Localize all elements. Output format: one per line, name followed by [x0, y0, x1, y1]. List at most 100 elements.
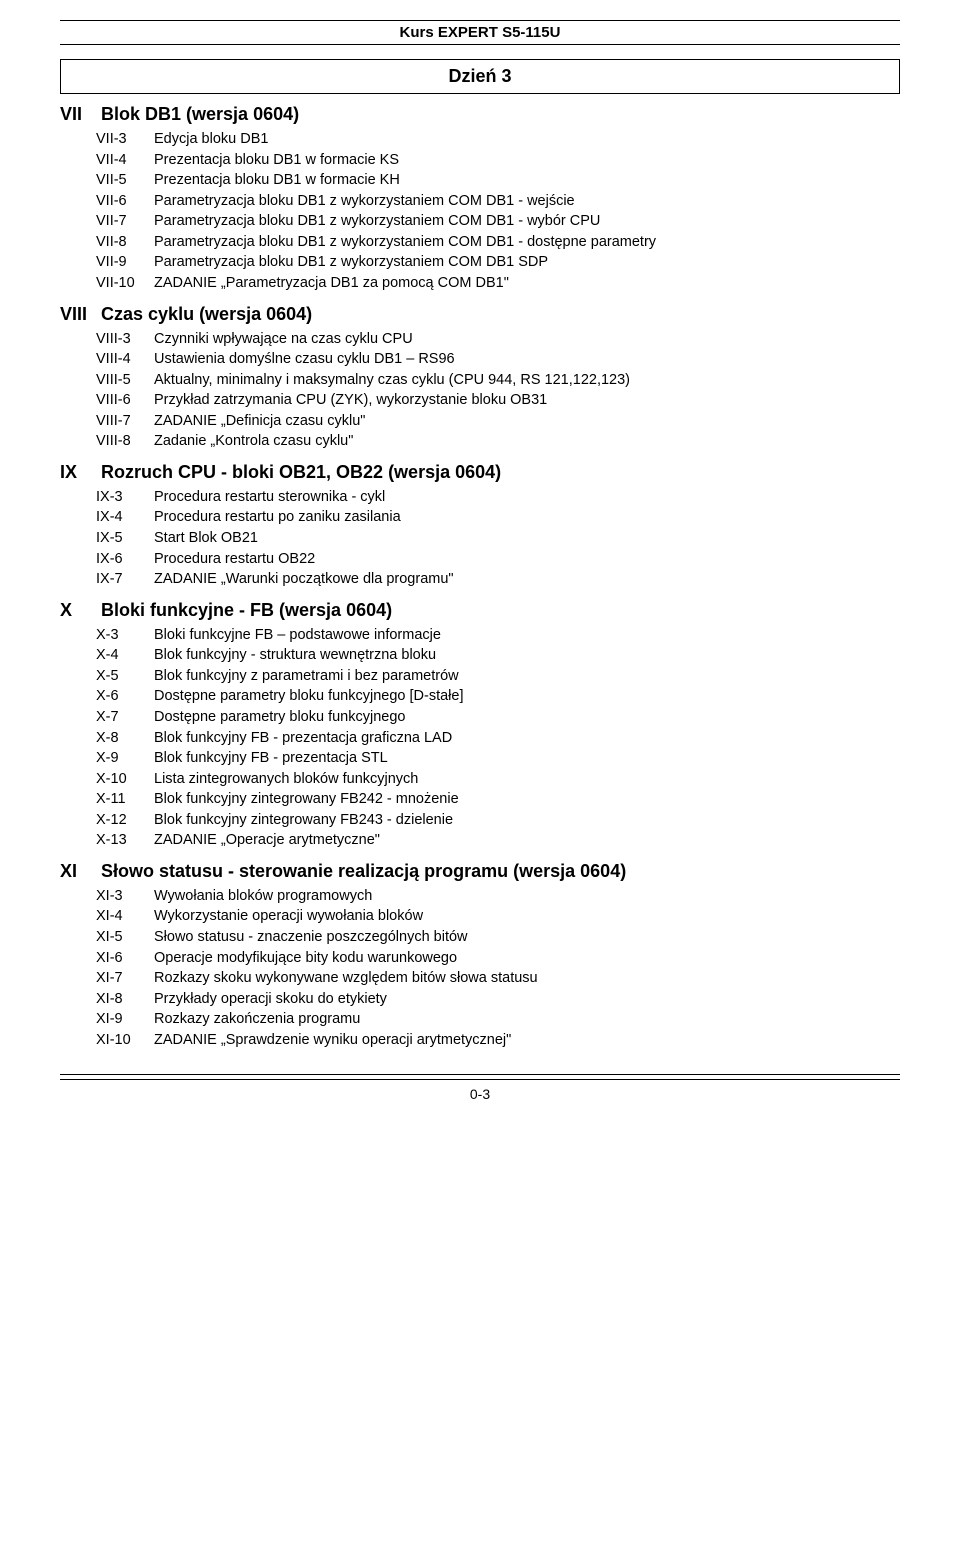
- item-text: Dostępne parametry bloku funkcyjnego: [154, 708, 900, 728]
- item-text: Wykorzystanie operacji wywołania bloków: [154, 907, 900, 927]
- item-code: XI-5: [96, 928, 154, 948]
- section-items: IX-3Procedura restartu sterownika - cykl…: [96, 488, 900, 590]
- list-item: IX-3Procedura restartu sterownika - cykl: [96, 488, 900, 508]
- list-item: X-4Blok funkcyjny - struktura wewnętrzna…: [96, 646, 900, 666]
- item-text: Wywołania bloków programowych: [154, 887, 900, 907]
- list-item: XI-9Rozkazy zakończenia programu: [96, 1010, 900, 1030]
- list-item: VII-4Prezentacja bloku DB1 w formacie KS: [96, 151, 900, 171]
- item-text: Słowo statusu - znaczenie poszczególnych…: [154, 928, 900, 948]
- item-code: VIII-3: [96, 330, 154, 350]
- item-text: Blok funkcyjny z parametrami i bez param…: [154, 667, 900, 687]
- item-code: X-10: [96, 770, 154, 790]
- section-title: Blok DB1 (wersja 0604): [101, 104, 299, 124]
- list-item: XI-5Słowo statusu - znaczenie poszczegól…: [96, 928, 900, 948]
- item-code: IX-4: [96, 508, 154, 528]
- item-text: Rozkazy skoku wykonywane względem bitów …: [154, 969, 900, 989]
- item-text: Czynniki wpływające na czas cyklu CPU: [154, 330, 900, 350]
- list-item: IX-6Procedura restartu OB22: [96, 550, 900, 570]
- item-code: X-5: [96, 667, 154, 687]
- list-item: VIII-7ZADANIE „Definicja czasu cyklu": [96, 412, 900, 432]
- item-text: ZADANIE „Parametryzacja DB1 za pomocą CO…: [154, 274, 900, 294]
- section-roman: X: [60, 600, 96, 621]
- list-item: X-3Bloki funkcyjne FB – podstawowe infor…: [96, 626, 900, 646]
- section-title: Bloki funkcyjne - FB (wersja 0604): [101, 600, 392, 620]
- item-text: Blok funkcyjny zintegrowany FB243 - dzie…: [154, 811, 900, 831]
- section-header: X Bloki funkcyjne - FB (wersja 0604): [60, 600, 900, 621]
- list-item: X-6Dostępne parametry bloku funkcyjnego …: [96, 687, 900, 707]
- page-number: 0-3: [60, 1086, 900, 1102]
- list-item: X-7Dostępne parametry bloku funkcyjnego: [96, 708, 900, 728]
- list-item: XI-7Rozkazy skoku wykonywane względem bi…: [96, 969, 900, 989]
- item-text: Ustawienia domyślne czasu cyklu DB1 – RS…: [154, 350, 900, 370]
- item-code: X-11: [96, 790, 154, 810]
- section-header: IX Rozruch CPU - bloki OB21, OB22 (wersj…: [60, 462, 900, 483]
- section-header: XI Słowo statusu - sterowanie realizacją…: [60, 861, 900, 882]
- item-text: Parametryzacja bloku DB1 z wykorzystanie…: [154, 212, 900, 232]
- item-text: Procedura restartu po zaniku zasilania: [154, 508, 900, 528]
- section: X Bloki funkcyjne - FB (wersja 0604) X-3B…: [60, 600, 900, 851]
- list-item: X-13ZADANIE „Operacje arytmetyczne": [96, 831, 900, 851]
- list-item: VIII-8Zadanie „Kontrola czasu cyklu": [96, 432, 900, 452]
- item-text: Prezentacja bloku DB1 w formacie KH: [154, 171, 900, 191]
- day-box: Dzień 3: [60, 59, 900, 94]
- section-roman: VIII: [60, 304, 96, 325]
- list-item: XI-3Wywołania bloków programowych: [96, 887, 900, 907]
- item-code: XI-7: [96, 969, 154, 989]
- item-text: Bloki funkcyjne FB – podstawowe informac…: [154, 626, 900, 646]
- item-text: Operacje modyfikujące bity kodu warunkow…: [154, 949, 900, 969]
- item-text: ZADANIE „Operacje arytmetyczne": [154, 831, 900, 851]
- list-item: XI-8Przykłady operacji skoku do etykiety: [96, 990, 900, 1010]
- section: VII Blok DB1 (wersja 0604) VII-3Edycja bl…: [60, 104, 900, 294]
- item-code: VII-3: [96, 130, 154, 150]
- item-code: XI-9: [96, 1010, 154, 1030]
- item-text: Procedura restartu OB22: [154, 550, 900, 570]
- item-text: Lista zintegrowanych bloków funkcyjnych: [154, 770, 900, 790]
- section: VIII Czas cyklu (wersja 0604) VIII-3Czynn…: [60, 304, 900, 452]
- item-text: Blok funkcyjny zintegrowany FB242 - mnoż…: [154, 790, 900, 810]
- item-text: Rozkazy zakończenia programu: [154, 1010, 900, 1030]
- item-code: X-13: [96, 831, 154, 851]
- list-item: XI-4Wykorzystanie operacji wywołania blo…: [96, 907, 900, 927]
- item-text: Aktualny, minimalny i maksymalny czas cy…: [154, 371, 900, 391]
- section-header: VII Blok DB1 (wersja 0604): [60, 104, 900, 125]
- item-code: X-4: [96, 646, 154, 666]
- list-item: VII-3Edycja bloku DB1: [96, 130, 900, 150]
- list-item: X-10Lista zintegrowanych bloków funkcyjn…: [96, 770, 900, 790]
- section-items: VIII-3Czynniki wpływające na czas cyklu …: [96, 330, 900, 452]
- footer-rule: [60, 1074, 900, 1080]
- section-title: Czas cyklu (wersja 0604): [101, 304, 312, 324]
- course-title: Kurs EXPERT S5-115U: [400, 24, 561, 41]
- item-code: VIII-8: [96, 432, 154, 452]
- section: XI Słowo statusu - sterowanie realizacją…: [60, 861, 900, 1051]
- item-code: VII-10: [96, 274, 154, 294]
- list-item: VII-7Parametryzacja bloku DB1 z wykorzys…: [96, 212, 900, 232]
- section-title: Słowo statusu - sterowanie realizacją pr…: [101, 861, 626, 881]
- day-label: Dzień 3: [448, 66, 511, 86]
- item-code: VIII-4: [96, 350, 154, 370]
- item-code: IX-7: [96, 570, 154, 590]
- item-text: ZADANIE „Warunki początkowe dla programu…: [154, 570, 900, 590]
- item-code: VII-7: [96, 212, 154, 232]
- item-text: Blok funkcyjny FB - prezentacja graficzn…: [154, 729, 900, 749]
- item-code: XI-10: [96, 1031, 154, 1051]
- list-item: VIII-5Aktualny, minimalny i maksymalny c…: [96, 371, 900, 391]
- item-code: VII-4: [96, 151, 154, 171]
- item-text: Parametryzacja bloku DB1 z wykorzystanie…: [154, 233, 900, 253]
- item-text: Edycja bloku DB1: [154, 130, 900, 150]
- item-code: IX-5: [96, 529, 154, 549]
- list-item: VII-5Prezentacja bloku DB1 w formacie KH: [96, 171, 900, 191]
- course-header: Kurs EXPERT S5-115U: [60, 20, 900, 45]
- item-code: VII-8: [96, 233, 154, 253]
- section-items: XI-3Wywołania bloków programowychXI-4Wyk…: [96, 887, 900, 1051]
- list-item: IX-7ZADANIE „Warunki początkowe dla prog…: [96, 570, 900, 590]
- list-item: VIII-4Ustawienia domyślne czasu cyklu DB…: [96, 350, 900, 370]
- list-item: IX-5Start Blok OB21: [96, 529, 900, 549]
- item-text: Zadanie „Kontrola czasu cyklu": [154, 432, 900, 452]
- item-code: X-8: [96, 729, 154, 749]
- item-text: Parametryzacja bloku DB1 z wykorzystanie…: [154, 192, 900, 212]
- item-text: ZADANIE „Definicja czasu cyklu": [154, 412, 900, 432]
- list-item: XI-6Operacje modyfikujące bity kodu waru…: [96, 949, 900, 969]
- item-text: Przykład zatrzymania CPU (ZYK), wykorzys…: [154, 391, 900, 411]
- item-code: VII-9: [96, 253, 154, 273]
- item-text: Blok funkcyjny - struktura wewnętrzna bl…: [154, 646, 900, 666]
